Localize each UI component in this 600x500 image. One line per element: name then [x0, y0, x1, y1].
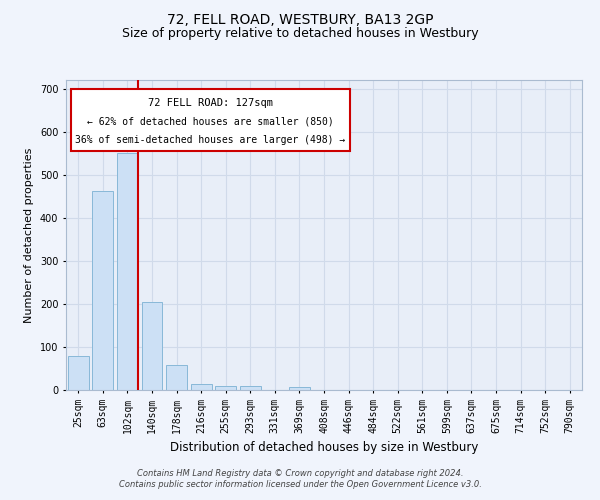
Text: 72 FELL ROAD: 127sqm: 72 FELL ROAD: 127sqm	[148, 98, 273, 108]
Text: Contains HM Land Registry data © Crown copyright and database right 2024.: Contains HM Land Registry data © Crown c…	[137, 468, 463, 477]
Y-axis label: Number of detached properties: Number of detached properties	[25, 148, 34, 322]
Text: ← 62% of detached houses are smaller (850): ← 62% of detached houses are smaller (85…	[87, 116, 334, 126]
Bar	[142, 302, 163, 390]
Bar	[289, 386, 310, 390]
Bar	[68, 356, 89, 390]
Text: 72, FELL ROAD, WESTBURY, BA13 2GP: 72, FELL ROAD, WESTBURY, BA13 2GP	[167, 12, 433, 26]
Text: Size of property relative to detached houses in Westbury: Size of property relative to detached ho…	[122, 28, 478, 40]
Bar	[215, 386, 236, 390]
Text: Contains public sector information licensed under the Open Government Licence v3: Contains public sector information licen…	[119, 480, 481, 489]
Text: 36% of semi-detached houses are larger (498) →: 36% of semi-detached houses are larger (…	[76, 135, 346, 145]
Bar	[117, 153, 138, 390]
Bar	[191, 384, 212, 390]
Bar	[240, 386, 261, 390]
X-axis label: Distribution of detached houses by size in Westbury: Distribution of detached houses by size …	[170, 441, 478, 454]
FancyBboxPatch shape	[71, 90, 350, 152]
Bar	[166, 366, 187, 390]
Bar	[92, 190, 113, 390]
